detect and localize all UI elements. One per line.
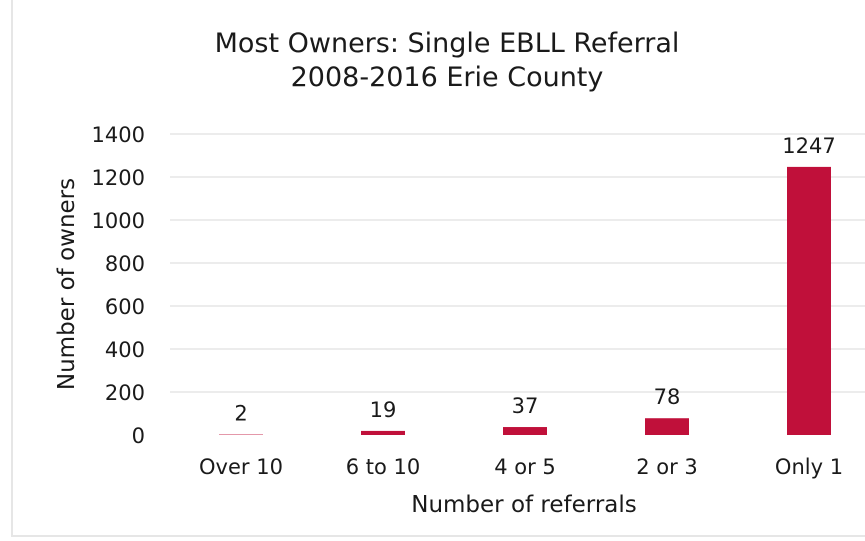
y-tick-label: 1000 <box>92 209 145 233</box>
data-label: 1247 <box>782 134 835 158</box>
data-label: 19 <box>370 398 397 422</box>
y-tick-label: 600 <box>105 295 145 319</box>
x-tick-label: 2 or 3 <box>636 455 698 479</box>
y-tick-label: 800 <box>105 252 145 276</box>
x-axis-label: Number of referrals <box>411 492 637 518</box>
bar-2-or-3 <box>645 418 689 435</box>
y-axis-label: Number of owners <box>54 178 80 390</box>
data-label: 2 <box>234 402 247 426</box>
chart-title-line-1: Most Owners: Single EBLL Referral <box>215 28 680 59</box>
y-tick-label: 400 <box>105 338 145 362</box>
chart-title-line-2: 2008-2016 Erie County <box>291 62 604 93</box>
bar-4-or-5 <box>503 427 547 435</box>
x-tick-label: Only 1 <box>775 455 843 479</box>
y-tick-label: 200 <box>105 381 145 405</box>
data-label: 78 <box>654 385 681 409</box>
y-tick-label: 1400 <box>92 123 145 147</box>
y-tick-label: 1200 <box>92 166 145 190</box>
x-tick-label: 6 to 10 <box>346 455 421 479</box>
bar-6-to-10 <box>361 431 405 435</box>
x-tick-label: Over 10 <box>199 455 283 479</box>
bar-only-1 <box>787 167 831 435</box>
data-label: 37 <box>512 394 539 418</box>
x-tick-label: 4 or 5 <box>494 455 556 479</box>
y-tick-label: 0 <box>132 424 145 448</box>
